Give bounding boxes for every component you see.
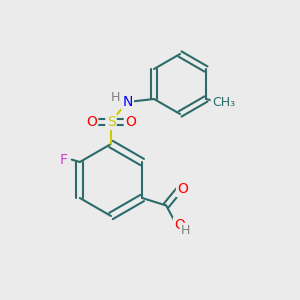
Text: N: N	[122, 95, 133, 109]
Text: S: S	[106, 115, 116, 128]
Text: O: O	[125, 115, 136, 128]
Text: O: O	[177, 182, 188, 196]
Text: H: H	[181, 224, 190, 237]
Text: F: F	[60, 153, 68, 166]
Text: O: O	[174, 218, 185, 232]
Text: O: O	[86, 115, 97, 128]
Text: CH₃: CH₃	[212, 95, 235, 109]
Text: H: H	[111, 91, 120, 104]
